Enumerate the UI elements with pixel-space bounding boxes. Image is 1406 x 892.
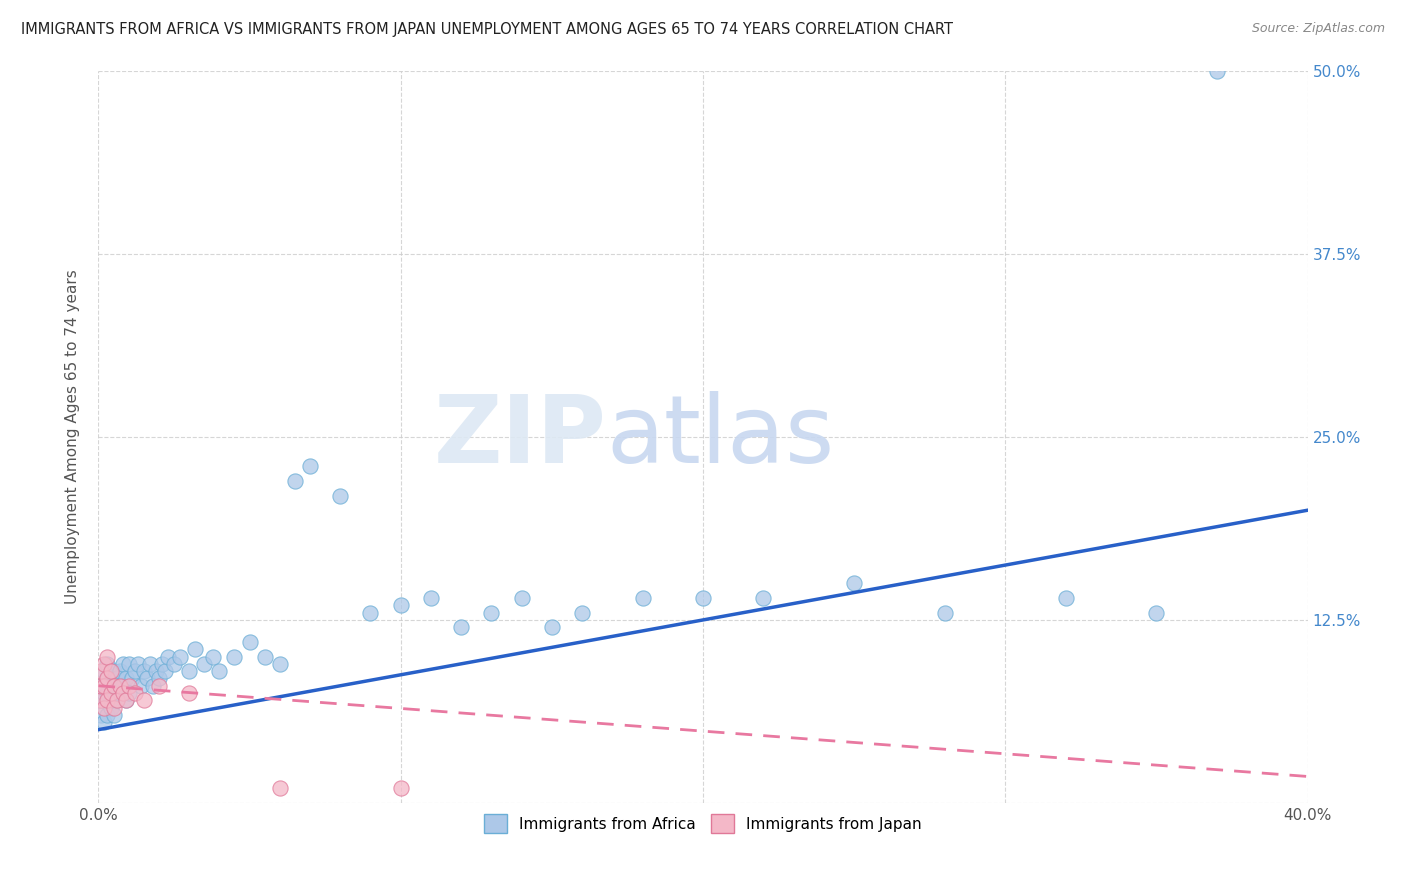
Point bbox=[184, 642, 207, 657]
Point bbox=[118, 657, 141, 671]
Point bbox=[540, 620, 562, 634]
Point bbox=[1206, 64, 1229, 78]
Point bbox=[481, 606, 503, 620]
Point bbox=[269, 781, 291, 796]
Point bbox=[239, 635, 262, 649]
Point bbox=[132, 664, 155, 678]
Point bbox=[148, 679, 170, 693]
Text: ZIP: ZIP bbox=[433, 391, 606, 483]
Point bbox=[103, 708, 125, 723]
Point bbox=[93, 715, 115, 730]
Point bbox=[118, 679, 141, 693]
Point bbox=[105, 693, 128, 707]
Point bbox=[111, 657, 134, 671]
Point bbox=[450, 620, 472, 634]
Point bbox=[1144, 606, 1167, 620]
Point bbox=[193, 657, 215, 671]
Point bbox=[90, 708, 112, 723]
Point bbox=[93, 686, 115, 700]
Point bbox=[269, 657, 291, 671]
Point bbox=[93, 700, 115, 714]
Text: Source: ZipAtlas.com: Source: ZipAtlas.com bbox=[1251, 22, 1385, 36]
Point bbox=[510, 591, 533, 605]
Point bbox=[148, 672, 170, 686]
Point bbox=[96, 686, 118, 700]
Point bbox=[127, 657, 149, 671]
Point bbox=[90, 664, 112, 678]
Point bbox=[1054, 591, 1077, 605]
Point bbox=[114, 672, 136, 686]
Point bbox=[163, 657, 186, 671]
Point bbox=[93, 664, 115, 678]
Point bbox=[100, 693, 122, 707]
Point bbox=[360, 606, 382, 620]
Point bbox=[571, 606, 593, 620]
Point bbox=[105, 672, 128, 686]
Point bbox=[100, 664, 122, 678]
Point bbox=[179, 664, 201, 678]
Point bbox=[156, 649, 179, 664]
Point bbox=[100, 686, 122, 700]
Point bbox=[105, 693, 128, 707]
Point bbox=[90, 679, 112, 693]
Legend: Immigrants from Africa, Immigrants from Japan: Immigrants from Africa, Immigrants from … bbox=[478, 808, 928, 839]
Point bbox=[934, 606, 956, 620]
Point bbox=[108, 664, 131, 678]
Point bbox=[93, 657, 115, 671]
Point bbox=[96, 657, 118, 671]
Point bbox=[299, 459, 322, 474]
Point bbox=[108, 686, 131, 700]
Point bbox=[93, 679, 115, 693]
Point bbox=[100, 700, 122, 714]
Point bbox=[202, 649, 225, 664]
Point bbox=[208, 664, 231, 678]
Point bbox=[844, 576, 866, 591]
Point bbox=[145, 664, 167, 678]
Point bbox=[90, 679, 112, 693]
Point bbox=[389, 599, 412, 613]
Point bbox=[111, 679, 134, 693]
Point bbox=[132, 693, 155, 707]
Point bbox=[90, 693, 112, 707]
Point bbox=[96, 693, 118, 707]
Point bbox=[114, 693, 136, 707]
Point bbox=[96, 708, 118, 723]
Point bbox=[90, 693, 112, 707]
Point bbox=[121, 672, 143, 686]
Y-axis label: Unemployment Among Ages 65 to 74 years: Unemployment Among Ages 65 to 74 years bbox=[65, 269, 80, 605]
Point bbox=[103, 664, 125, 678]
Point bbox=[329, 489, 352, 503]
Point bbox=[224, 649, 246, 664]
Point bbox=[118, 686, 141, 700]
Text: atlas: atlas bbox=[606, 391, 835, 483]
Point bbox=[135, 672, 157, 686]
Point bbox=[169, 649, 191, 664]
Point bbox=[111, 686, 134, 700]
Point bbox=[124, 664, 146, 678]
Text: IMMIGRANTS FROM AFRICA VS IMMIGRANTS FROM JAPAN UNEMPLOYMENT AMONG AGES 65 TO 74: IMMIGRANTS FROM AFRICA VS IMMIGRANTS FRO… bbox=[21, 22, 953, 37]
Point bbox=[389, 781, 412, 796]
Point bbox=[108, 679, 131, 693]
Point bbox=[100, 679, 122, 693]
Point bbox=[692, 591, 714, 605]
Point bbox=[139, 657, 162, 671]
Point bbox=[103, 700, 125, 714]
Point bbox=[96, 672, 118, 686]
Point bbox=[142, 679, 165, 693]
Point bbox=[179, 686, 201, 700]
Point bbox=[752, 591, 775, 605]
Point bbox=[103, 679, 125, 693]
Point bbox=[129, 679, 152, 693]
Point bbox=[153, 664, 176, 678]
Point bbox=[96, 672, 118, 686]
Point bbox=[96, 649, 118, 664]
Point bbox=[631, 591, 654, 605]
Point bbox=[284, 474, 307, 488]
Point bbox=[103, 679, 125, 693]
Point bbox=[253, 649, 276, 664]
Point bbox=[420, 591, 443, 605]
Point bbox=[114, 693, 136, 707]
Point bbox=[150, 657, 173, 671]
Point bbox=[124, 686, 146, 700]
